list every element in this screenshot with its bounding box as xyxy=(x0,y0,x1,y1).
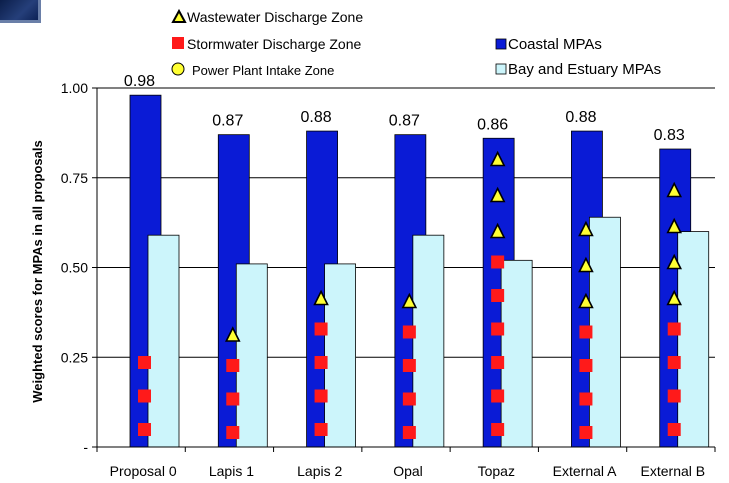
stormwater-marker xyxy=(226,426,239,439)
data-label: 0.88 xyxy=(301,109,332,126)
legend-series-label: Bay and Estuary MPAs xyxy=(508,61,661,78)
stormwater-marker xyxy=(579,426,592,439)
bay-estuary-bar xyxy=(589,217,620,447)
stormwater-marker xyxy=(138,423,151,436)
legend-series-label: Coastal MPAs xyxy=(508,36,602,53)
stormwater-marker xyxy=(668,423,681,436)
stormwater-marker xyxy=(226,359,239,372)
stormwater-marker xyxy=(315,423,328,436)
legend-series-swatch xyxy=(496,64,506,74)
x-tick-label: Proposal 0 xyxy=(110,463,177,479)
stormwater-marker xyxy=(491,323,504,336)
stormwater-marker xyxy=(491,256,504,269)
data-label: 0.86 xyxy=(477,116,508,133)
stormwater-marker xyxy=(579,393,592,406)
stormwater-marker xyxy=(491,356,504,369)
x-tick-label: Lapis 2 xyxy=(297,463,342,479)
legend-marker-label: Stormwater Discharge Zone xyxy=(187,36,362,52)
legend-wastewater-icon xyxy=(173,11,185,22)
stormwater-marker xyxy=(491,423,504,436)
bay-estuary-bar xyxy=(236,264,267,447)
stormwater-marker xyxy=(315,323,328,336)
stormwater-marker xyxy=(138,390,151,403)
x-tick-label: Opal xyxy=(393,463,423,479)
stormwater-marker xyxy=(315,356,328,369)
bay-estuary-bar xyxy=(325,264,356,447)
stormwater-marker xyxy=(668,390,681,403)
legend-marker-label: Power Plant Intake Zone xyxy=(192,63,334,78)
stormwater-marker xyxy=(403,359,416,372)
y-axis-title: Weighted scores for MPAs in all proposal… xyxy=(30,140,45,402)
y-tick-label: - xyxy=(83,439,88,455)
legend-series-swatch xyxy=(496,39,506,49)
x-tick-label: Topaz xyxy=(478,463,515,479)
data-label: 0.88 xyxy=(565,109,596,126)
stormwater-marker xyxy=(403,326,416,339)
legend-powerplant-icon xyxy=(172,63,184,75)
legend-marker-label: Wastewater Discharge Zone xyxy=(187,9,363,25)
stormwater-marker xyxy=(403,393,416,406)
stormwater-marker xyxy=(315,390,328,403)
bay-estuary-bar xyxy=(148,235,179,447)
x-tick-label: Lapis 1 xyxy=(209,463,254,479)
y-tick-label: 0.25 xyxy=(61,349,88,365)
stormwater-marker xyxy=(668,356,681,369)
data-label: 0.98 xyxy=(124,73,155,90)
data-label: 0.87 xyxy=(389,113,420,130)
x-tick-label: External B xyxy=(641,463,706,479)
stormwater-marker xyxy=(491,289,504,302)
legend-stormwater-icon xyxy=(172,37,184,49)
stormwater-marker xyxy=(491,390,504,403)
y-tick-label: 0.75 xyxy=(61,170,88,186)
x-tick-label: External A xyxy=(553,463,617,479)
y-tick-label: 1.00 xyxy=(61,80,88,96)
stormwater-marker xyxy=(579,326,592,339)
bay-estuary-bar xyxy=(501,260,532,447)
stormwater-marker xyxy=(226,393,239,406)
y-tick-label: 0.50 xyxy=(61,260,88,276)
data-label: 0.87 xyxy=(212,113,243,130)
stormwater-marker xyxy=(138,356,151,369)
bay-estuary-bar xyxy=(678,232,709,447)
bay-estuary-bar xyxy=(413,235,444,447)
data-label: 0.83 xyxy=(654,127,685,144)
stormwater-marker xyxy=(668,323,681,336)
stormwater-marker xyxy=(579,359,592,372)
stormwater-marker xyxy=(403,426,416,439)
